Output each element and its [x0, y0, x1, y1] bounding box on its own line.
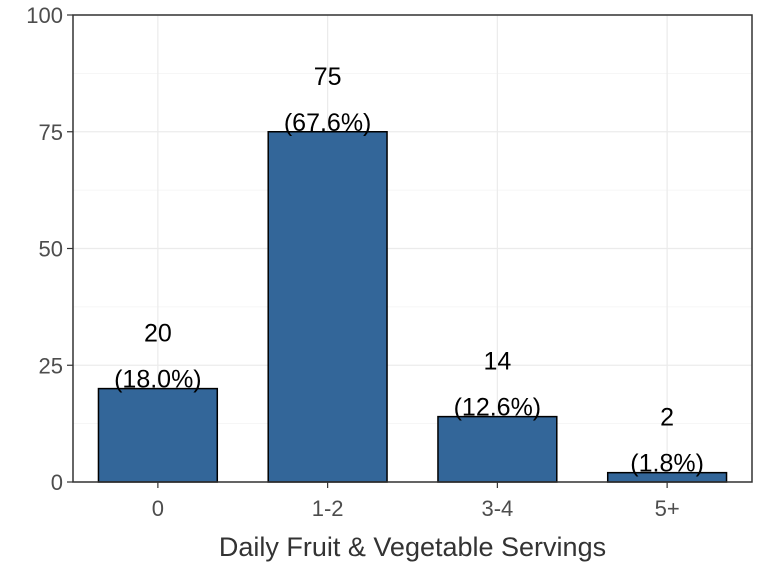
percent-label: (18.0%)	[114, 366, 202, 394]
count-label: 20	[144, 320, 172, 348]
y-tick-label: 25	[39, 353, 63, 378]
bar-0	[97, 387, 219, 483]
bar-1-2	[267, 131, 388, 483]
count-label: 75	[314, 63, 342, 91]
x-tick-label: 3-4	[481, 496, 513, 521]
y-tick-label: 0	[51, 470, 63, 495]
x-tick-label: 0	[152, 496, 164, 521]
bars	[97, 131, 728, 483]
count-label: 14	[483, 348, 511, 376]
x-tick-label: 1-2	[312, 496, 344, 521]
x-tick-label: 5+	[655, 496, 680, 521]
axes: 0 25 50 75 100 0 1-2 3-4 5+	[26, 3, 679, 521]
y-tick-label: 75	[39, 120, 63, 145]
data-labels: (18.0%) 20 (67.6%) 75 (12.6%) 14 (1.8%) 2	[114, 63, 704, 478]
bar-3-4	[437, 415, 558, 483]
y-tick-label: 50	[39, 237, 63, 262]
percent-label: (67.6%)	[284, 109, 372, 137]
y-tick-label: 100	[26, 3, 63, 28]
percent-label: (1.8%)	[630, 450, 704, 478]
percent-label: (12.6%)	[454, 394, 542, 422]
x-axis-title: Daily Fruit & Vegetable Servings	[219, 532, 606, 562]
count-label: 2	[660, 404, 674, 432]
